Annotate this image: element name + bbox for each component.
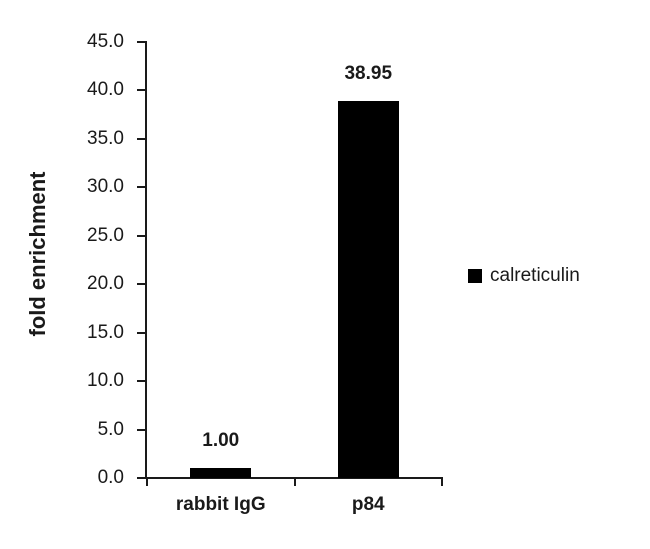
legend-swatch-calreticulin (468, 269, 482, 283)
bar (337, 100, 399, 478)
bar (190, 468, 252, 478)
x-tick-mark (293, 478, 296, 486)
y-tick-label: 5.0 (97, 418, 124, 440)
bar-value-label: 1.00 (202, 430, 240, 452)
y-tick-mark (137, 331, 145, 334)
y-tick-mark (137, 41, 145, 43)
y-tick-label: 15.0 (87, 321, 124, 343)
y-tick-label: 45.0 (87, 31, 124, 52)
y-tick-mark (137, 283, 145, 286)
y-tick-label: 35.0 (87, 127, 124, 149)
y-tick-label: 10.0 (87, 370, 124, 392)
y-tick-mark (137, 428, 145, 431)
y-tick-mark (137, 186, 145, 189)
x-tick-mark (146, 478, 148, 486)
legend-label: calreticulin (490, 265, 580, 286)
bar-value-label: 38.95 (344, 62, 393, 84)
y-tick-label: 40.0 (87, 79, 124, 101)
y-tick-mark (137, 137, 145, 140)
legend: calreticulin (468, 264, 580, 288)
y-tick-label: 25.0 (87, 224, 124, 246)
x-category-label: rabbit IgG (175, 494, 266, 515)
y-tick-mark (137, 380, 145, 383)
y-axis-title: fold enrichment (25, 171, 50, 337)
y-tick-mark (137, 89, 145, 92)
x-tick-mark (441, 478, 443, 486)
y-tick-label: 30.0 (87, 176, 124, 198)
y-tick-mark (137, 234, 145, 237)
y-tick-label: 0.0 (97, 467, 124, 488)
x-category-label: p84 (351, 494, 385, 515)
y-tick-mark (137, 477, 145, 479)
y-axis-line (145, 41, 147, 479)
y-tick-label: 20.0 (87, 273, 124, 295)
